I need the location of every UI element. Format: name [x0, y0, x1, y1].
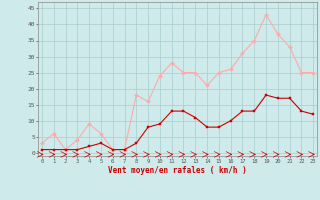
X-axis label: Vent moyen/en rafales ( km/h ): Vent moyen/en rafales ( km/h )	[108, 166, 247, 175]
